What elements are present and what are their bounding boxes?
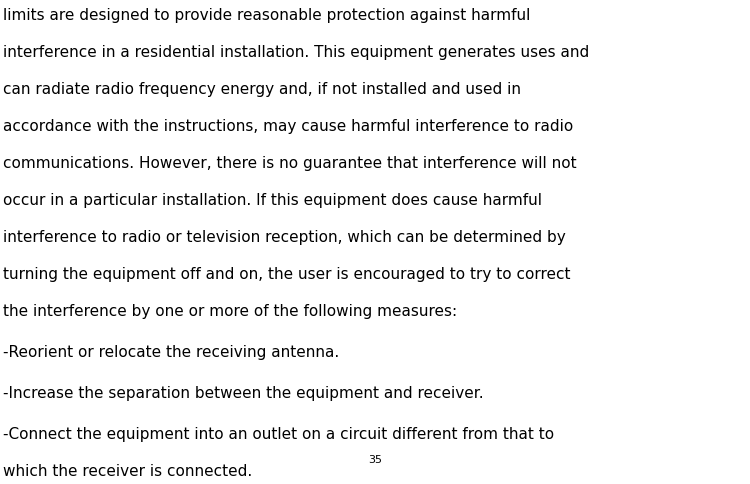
Text: limits are designed to provide reasonable protection against harmful: limits are designed to provide reasonabl… xyxy=(3,8,530,23)
Text: the interference by one or more of the following measures:: the interference by one or more of the f… xyxy=(3,303,457,318)
Text: turning the equipment off and on, the user is encouraged to try to correct: turning the equipment off and on, the us… xyxy=(3,267,571,281)
Text: which the receiver is connected.: which the receiver is connected. xyxy=(3,463,252,478)
Text: -Increase the separation between the equipment and receiver.: -Increase the separation between the equ… xyxy=(3,385,484,400)
Text: occur in a particular installation. If this equipment does cause harmful: occur in a particular installation. If t… xyxy=(3,193,542,208)
Text: interference in a residential installation. This equipment generates uses and: interference in a residential installati… xyxy=(3,45,590,60)
Text: can radiate radio frequency energy and, if not installed and used in: can radiate radio frequency energy and, … xyxy=(3,82,521,97)
Text: interference to radio or television reception, which can be determined by: interference to radio or television rece… xyxy=(3,229,566,244)
Text: communications. However, there is no guarantee that interference will not: communications. However, there is no gua… xyxy=(3,156,577,171)
Text: 35: 35 xyxy=(368,454,382,464)
Text: -Reorient or relocate the receiving antenna.: -Reorient or relocate the receiving ante… xyxy=(3,344,339,359)
Text: -Connect the equipment into an outlet on a circuit different from that to: -Connect the equipment into an outlet on… xyxy=(3,426,554,441)
Text: accordance with the instructions, may cause harmful interference to radio: accordance with the instructions, may ca… xyxy=(3,119,573,134)
